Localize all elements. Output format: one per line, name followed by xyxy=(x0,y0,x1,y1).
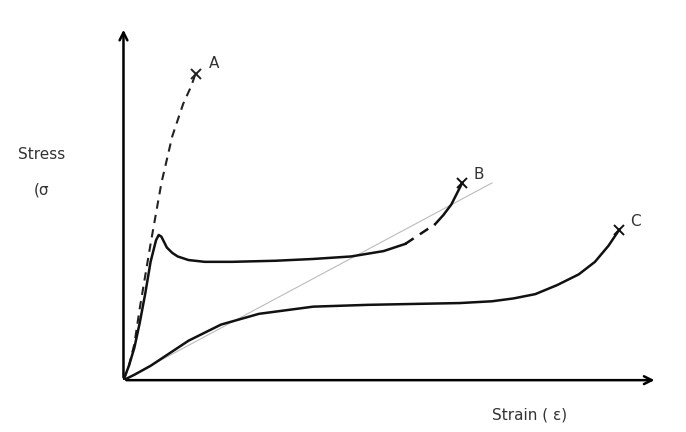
Text: (σ: (σ xyxy=(34,183,49,197)
Text: Stress: Stress xyxy=(18,147,64,162)
Text: C: C xyxy=(630,214,641,229)
Text: Strain ( ε): Strain ( ε) xyxy=(493,407,567,422)
Text: A: A xyxy=(209,56,220,71)
Text: B: B xyxy=(473,167,484,182)
